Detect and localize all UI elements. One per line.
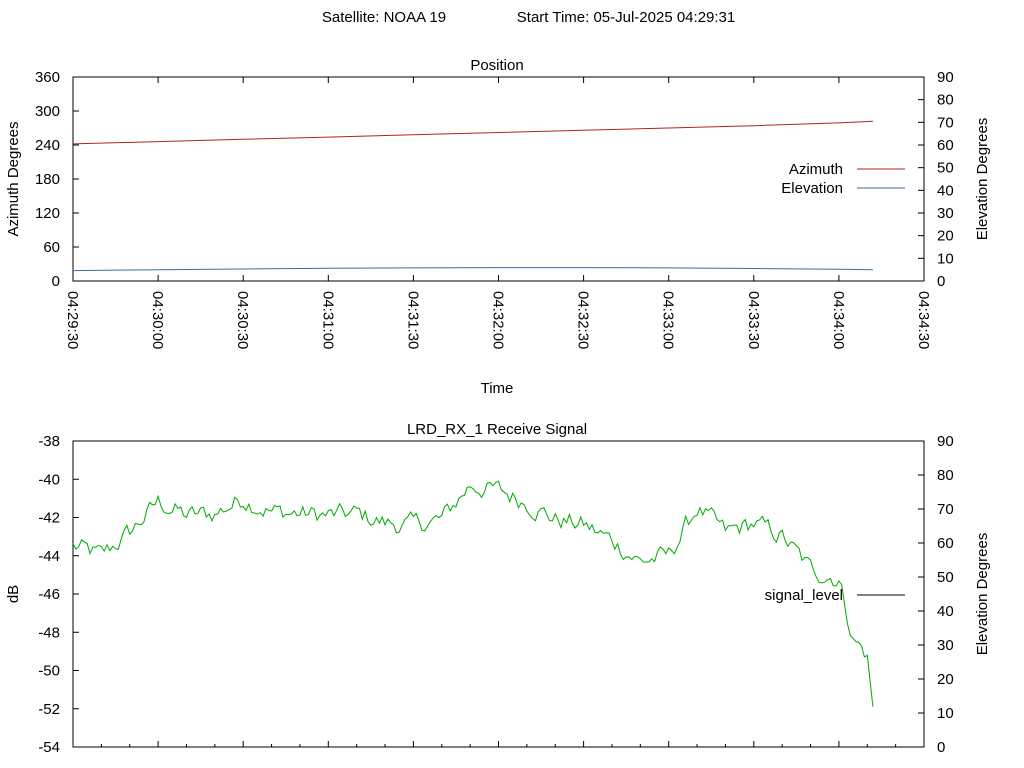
signal-y-tick-label: -38 (38, 433, 60, 450)
signal-y-tick-label: -40 (38, 471, 60, 488)
position-y2-tick-label: 40 (937, 182, 954, 199)
position-y-tick-label: 240 (35, 137, 60, 154)
position-x-axis-label: Time (481, 380, 514, 397)
signal-y2-tick-label: 30 (937, 637, 954, 654)
position-y2-tick-label: 50 (937, 160, 954, 177)
position-x-tick-label: 04:33:30 (745, 291, 762, 349)
signal-y-tick-label: -48 (38, 624, 60, 641)
position-x-tick-label: 04:34:30 (915, 291, 932, 349)
legend-label-azimuth: Azimuth (789, 161, 843, 178)
position-x-tick-label: 04:31:30 (404, 291, 421, 349)
signal-y2-tick-label: 80 (937, 467, 954, 484)
legend-label-signal-level: signal_level (765, 587, 843, 604)
position-y-tick-label: 180 (35, 171, 60, 188)
signal-y2-tick-label: 90 (937, 433, 954, 450)
position-x-tick-label: 04:32:00 (490, 291, 507, 349)
position-y2-tick-label: 90 (937, 69, 954, 86)
position-y2-tick-label: 20 (937, 228, 954, 245)
signal-chart: LRD_RX_1 Receive Signal dB Elevation Deg… (5, 421, 991, 756)
series-line-azimuth (72, 120, 873, 145)
position-x-tick-label: 04:31:00 (319, 291, 336, 349)
header-satellite: Satellite: NOAA 19 (322, 9, 446, 26)
signal-y2-tick-label: 40 (937, 603, 954, 620)
position-chart: Position Azimuth Degrees Elevation Degre… (5, 57, 991, 397)
signal-y2-tick-label: 70 (937, 501, 954, 518)
position-y2-tick-label: 70 (937, 114, 954, 131)
position-x-tick-label: 04:30:00 (149, 291, 166, 349)
position-plot-frame (72, 76, 925, 282)
header-start-time: Start Time: 05-Jul-2025 04:29:31 (517, 9, 735, 26)
position-y-tick-label: 360 (35, 69, 60, 86)
position-x-tick-label: 04:32:30 (575, 291, 592, 349)
position-y2-tick-label: 30 (937, 205, 954, 222)
signal-y-tick-label: -54 (38, 739, 60, 756)
position-x-tick-label: 04:30:30 (234, 291, 251, 349)
position-y2-tick-label: 10 (937, 250, 954, 267)
signal-legend: signal_level (765, 587, 905, 604)
signal-y2-tick-label: 0 (937, 739, 945, 756)
signal-y-tick-label: -46 (38, 586, 60, 603)
position-chart-title: Position (470, 57, 523, 74)
position-y-tick-label: 120 (35, 205, 60, 222)
position-legend: Azimuth Elevation (781, 161, 905, 197)
signal-y2-tick-label: 20 (937, 671, 954, 688)
signal-y2-tick-label: 10 (937, 705, 954, 722)
position-y2-tick-label: 80 (937, 92, 954, 109)
position-x-tick-label: 04:33:00 (660, 291, 677, 349)
position-x-tick-label: 04:34:00 (830, 291, 847, 349)
position-y2-tick-label: 60 (937, 137, 954, 154)
series-line-elevation (72, 267, 873, 272)
position-y2-axis-label: Elevation Degrees (974, 118, 991, 241)
signal-y2-tick-label: 60 (937, 535, 954, 552)
position-y2-tick-label: 0 (937, 273, 945, 290)
signal-y-tick-label: -50 (38, 663, 60, 680)
position-y-tick-label: 0 (52, 273, 60, 290)
position-x-tick-label: 04:29:30 (64, 291, 81, 349)
position-y-axis-label: Azimuth Degrees (5, 121, 22, 236)
signal-y2-axis-label: Elevation Degrees (974, 533, 991, 656)
position-y-tick-label: 300 (35, 103, 60, 120)
position-y-tick-label: 60 (43, 239, 60, 256)
signal-y-tick-label: -52 (38, 701, 60, 718)
legend-label-elevation: Elevation (781, 180, 843, 197)
signal-y2-tick-label: 50 (937, 569, 954, 586)
signal-chart-title: LRD_RX_1 Receive Signal (407, 421, 587, 438)
signal-y-tick-label: -42 (38, 510, 60, 527)
signal-y-tick-label: -44 (38, 548, 60, 565)
signal-y-axis-label: dB (5, 585, 22, 603)
series-line-signal-level (72, 480, 874, 707)
